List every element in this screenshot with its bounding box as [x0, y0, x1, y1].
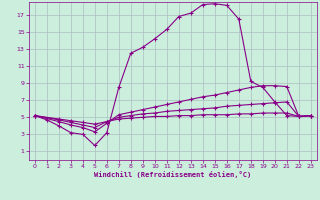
X-axis label: Windchill (Refroidissement éolien,°C): Windchill (Refroidissement éolien,°C) [94, 171, 252, 178]
